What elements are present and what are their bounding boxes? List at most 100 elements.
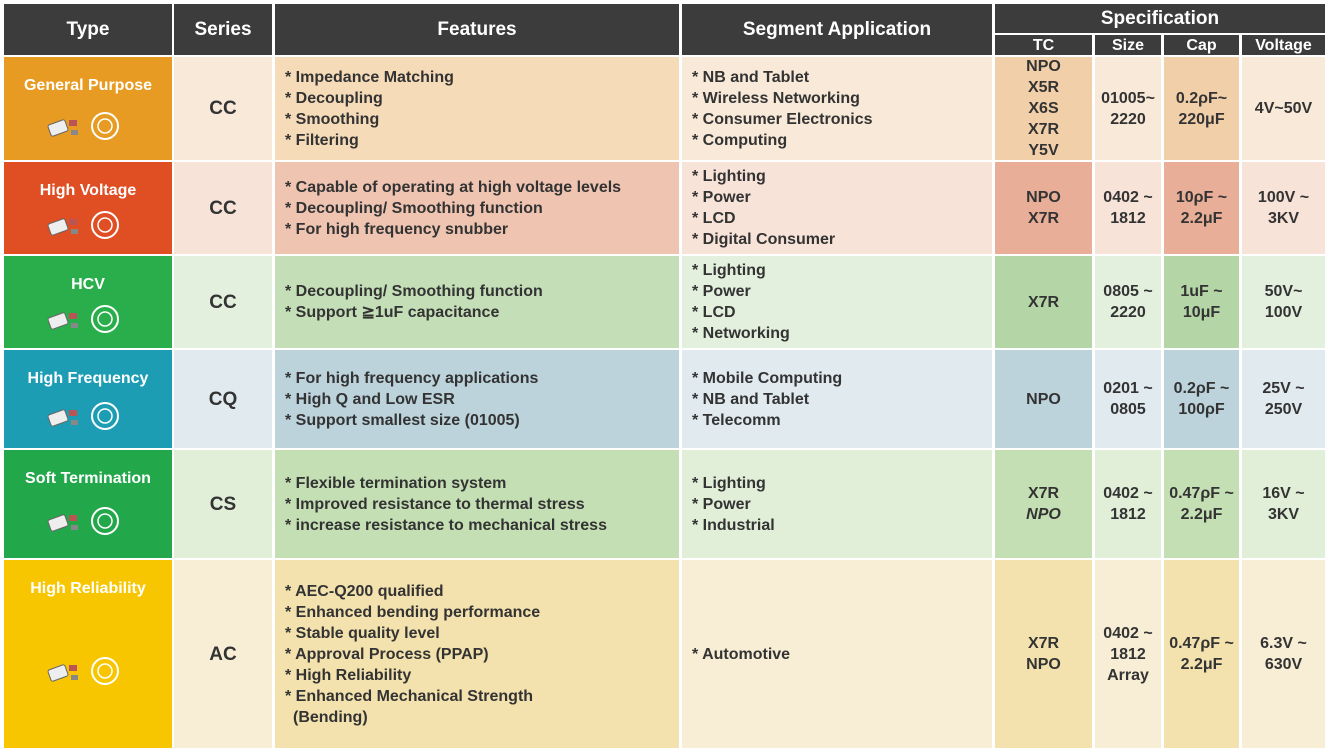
type-cell: High Frequency (4, 350, 172, 448)
series-cell: CC (174, 162, 272, 254)
features-cell: * Capable of operating at high voltage l… (275, 162, 679, 254)
size-cell: 0402 ~ 1812 (1095, 162, 1161, 254)
type-cell: High Voltage (4, 162, 172, 254)
cap-line: 2.2μF (1180, 656, 1223, 673)
series-label: AC (209, 643, 237, 665)
segments-line: * Power (692, 189, 751, 206)
header-cell: Features (275, 4, 679, 55)
type-icon-wrap (43, 108, 133, 150)
type-icon-wrap (43, 653, 133, 695)
voltage-cell: 6.3V ~ 630V (1242, 560, 1325, 748)
segments-cell: * Automotive (682, 560, 992, 748)
header-cell: Type (4, 4, 172, 55)
header-specification: Specification (1100, 8, 1220, 29)
tc-line: NPO (1026, 506, 1061, 523)
size-line: 1812 (1110, 210, 1146, 227)
type-cell: Soft Termination (4, 450, 172, 558)
size-line: 0402 ~ (1103, 189, 1153, 206)
voltage-line: 3KV (1267, 210, 1300, 227)
segments-line: * LCD (692, 304, 736, 321)
features-line: * Impedance Matching (285, 68, 454, 86)
features-line: * Flexible termination system (285, 474, 507, 492)
segments-cell: * Lighting * Power * Industrial (682, 450, 992, 558)
segments-cell: * NB and Tablet * Wireless Networking * Co… (682, 57, 992, 160)
cap-line: 10ρF ~ (1175, 189, 1228, 206)
type-icon-wrap (43, 503, 133, 545)
segments-line: * NB and Tablet (692, 68, 810, 86)
segments-line: * Automotive (692, 645, 791, 663)
features-line: * Support smallest size (01005) (285, 411, 520, 429)
voltage-line: 50V~ (1264, 283, 1303, 300)
cap-line: 100ρF (1178, 401, 1225, 418)
type-label: High Voltage (39, 182, 137, 199)
icon (47, 211, 119, 239)
features-cell: * For high frequency applications * High … (275, 350, 679, 448)
cap-line: 2.2μF (1180, 210, 1223, 227)
voltage-cell: 50V~ 100V (1242, 256, 1325, 348)
tc-cell: NPO X7R (995, 162, 1092, 254)
segments-cell: * Lighting * Power * LCD * Digital Consumer (682, 162, 992, 254)
icon (47, 305, 119, 333)
header-cell: Cap (1164, 35, 1239, 55)
size-line: 0805 (1110, 401, 1146, 418)
voltage-cell: 25V ~ 250V (1242, 350, 1325, 448)
segments-cell: * Mobile Computing * NB and Tablet * Telec… (682, 350, 992, 448)
segments-line: * Lighting (692, 262, 766, 279)
voltage-cell: 100V ~ 3KV (1242, 162, 1325, 254)
icon (47, 657, 119, 685)
series-label: CQ (208, 388, 238, 410)
type-cell: High Reliability (4, 560, 172, 748)
cap-line: 1uF ~ (1180, 283, 1223, 300)
voltage-line: 3KV (1267, 506, 1300, 523)
icon (47, 507, 119, 535)
series-label: CS (209, 493, 237, 515)
size-cell: 01005~ 2220 (1095, 57, 1161, 160)
features-line: * Smoothing (285, 110, 380, 128)
voltage-line: 25V ~ (1262, 380, 1305, 397)
features-line: (Bending) (293, 708, 368, 726)
features-cell: * Impedance Matching * Decoupling * Smooth… (275, 57, 679, 160)
header-cell: Series (174, 4, 272, 55)
type-label: High Frequency (27, 370, 149, 387)
header-series: Series (194, 19, 252, 40)
features-line: * Stable quality level (285, 624, 440, 642)
header-cell: TC (995, 35, 1092, 55)
segments-line: * Lighting (692, 168, 766, 185)
segments-cell: * Lighting * Power * LCD * Networking (682, 256, 992, 348)
features-line: * For high frequency snubber (285, 220, 509, 238)
size-line: 0402 ~ (1103, 485, 1153, 502)
segments-line: * Networking (692, 325, 790, 342)
features-line: * For high frequency applications (285, 369, 539, 387)
segments-line: * Computing (692, 131, 788, 149)
features-line: * AEC-Q200 qualified (285, 582, 444, 600)
cap-line: 0.47ρF ~ (1169, 635, 1234, 652)
cap-line: 10μF (1182, 304, 1221, 321)
tc-line: NPO (1026, 58, 1061, 75)
size-cell: 0805 ~ 2220 (1095, 256, 1161, 348)
segments-line: * Wireless Networking (692, 89, 860, 107)
features-line: * Decoupling/ Smoothing function (285, 283, 543, 300)
voltage-line: 250V (1264, 401, 1303, 418)
header-features: Features (437, 19, 517, 40)
size-cell: 0402 ~ 1812 Array (1095, 560, 1161, 748)
tc-line: X7R (1027, 485, 1060, 502)
icon (47, 402, 119, 430)
cap-cell: 0.2ρF ~ 100ρF (1164, 350, 1239, 448)
cap-line: 0.2ρF~ (1175, 89, 1228, 107)
size-line: Array (1107, 666, 1149, 684)
size-line: 1812 (1110, 645, 1146, 663)
type-cell: HCV (4, 256, 172, 348)
header-type: Type (66, 19, 110, 40)
segments-line: * LCD (692, 210, 736, 227)
cap-cell: 1uF ~ 10μF (1164, 256, 1239, 348)
header-tc: TC (1032, 36, 1055, 54)
tc-line: X7R (1027, 635, 1060, 652)
tc-line: NPO (1026, 390, 1061, 408)
tc-cell: NPO X5R X6S X7R Y5V (995, 57, 1092, 160)
type-label: General Purpose (23, 77, 153, 94)
header-cap: Cap (1186, 36, 1217, 54)
size-line: 0201 ~ (1103, 380, 1153, 397)
features-line: * Decoupling (285, 89, 383, 107)
size-line: 01005~ (1101, 89, 1155, 107)
size-line: 1812 (1110, 506, 1146, 523)
